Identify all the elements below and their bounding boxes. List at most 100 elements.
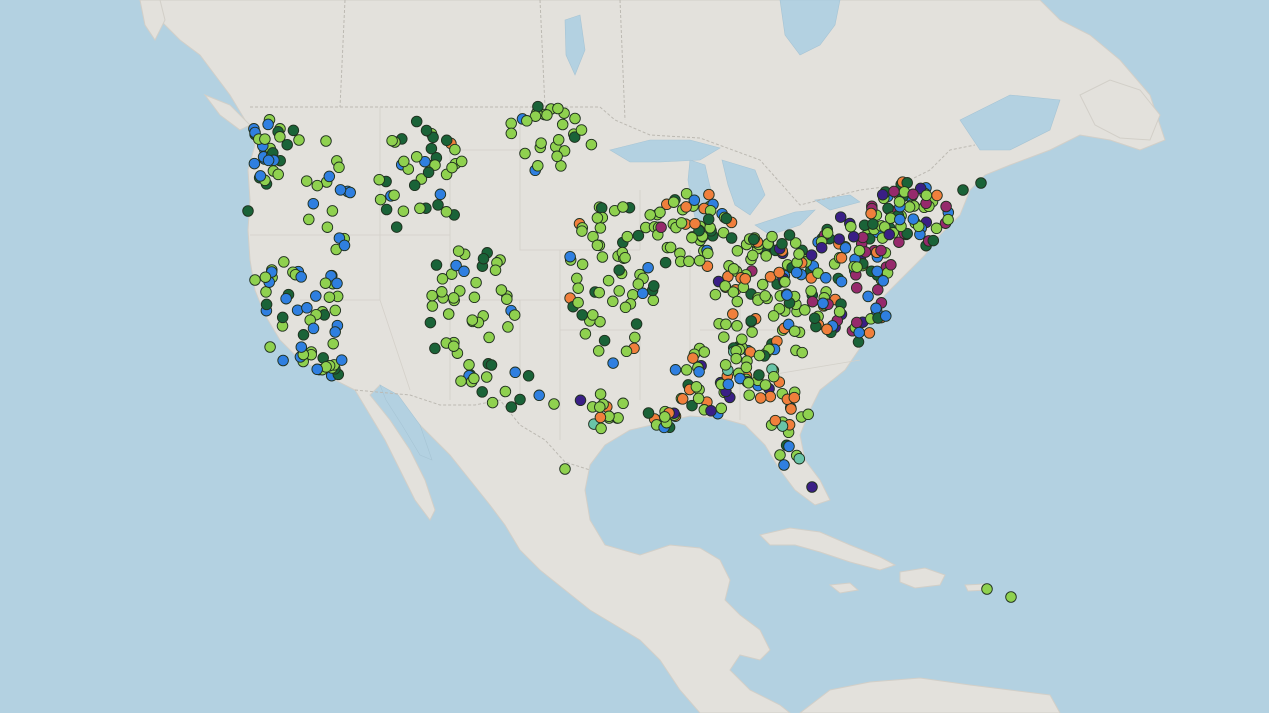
map-marker-lime[interactable] — [683, 255, 695, 268]
map-marker-orange[interactable] — [773, 266, 785, 279]
map-marker-blue[interactable] — [835, 275, 848, 288]
map-marker-forest[interactable] — [867, 218, 879, 230]
map-marker-blue[interactable] — [344, 186, 356, 199]
map-marker-lime[interactable] — [502, 321, 514, 333]
map-marker-orange[interactable] — [788, 391, 801, 404]
map-marker-forest[interactable] — [485, 359, 498, 371]
map-marker-forest[interactable] — [410, 115, 423, 128]
map-marker-lime[interactable] — [647, 294, 660, 307]
map-marker-lime[interactable] — [592, 345, 605, 357]
map-marker-lime[interactable] — [447, 292, 460, 304]
map-marker-blue[interactable] — [307, 322, 320, 335]
map-marker-blue[interactable] — [778, 459, 790, 471]
map-marker-forest[interactable] — [630, 318, 643, 330]
map-marker-lime[interactable] — [789, 237, 802, 249]
map-marker-forest[interactable] — [425, 142, 438, 155]
map-marker-lime[interactable] — [779, 276, 791, 288]
map-marker-indigo[interactable] — [847, 230, 860, 243]
map-marker-forest[interactable] — [720, 212, 733, 225]
map-marker-teal[interactable] — [793, 452, 806, 465]
map-marker-lime[interactable] — [742, 377, 755, 389]
map-marker-lime[interactable] — [329, 304, 342, 317]
map-marker-lime[interactable] — [591, 212, 604, 224]
map-marker-lime[interactable] — [303, 213, 315, 226]
map-marker-orange[interactable] — [687, 352, 699, 364]
map-marker-lime[interactable] — [587, 309, 599, 321]
map-marker-lime[interactable] — [455, 155, 468, 168]
map-marker-lime[interactable] — [300, 175, 313, 187]
map-marker-lime[interactable] — [731, 295, 744, 308]
map-marker-lime[interactable] — [620, 345, 633, 358]
map-marker-indigo[interactable] — [805, 249, 818, 261]
map-marker-lime[interactable] — [455, 375, 467, 387]
map-marker-lime[interactable] — [805, 285, 817, 297]
map-marker-forest[interactable] — [532, 100, 544, 113]
map-marker-forest[interactable] — [702, 213, 715, 226]
map-marker-lime[interactable] — [264, 341, 276, 353]
map-marker-orange[interactable] — [689, 217, 701, 230]
map-marker-lime[interactable] — [449, 143, 461, 156]
map-marker-lime[interactable] — [644, 209, 656, 221]
map-marker-lime[interactable] — [535, 137, 547, 149]
map-marker-lime[interactable] — [320, 135, 332, 147]
map-marker-lime[interactable] — [719, 359, 732, 371]
map-marker-lime[interactable] — [851, 261, 863, 273]
map-marker-lime[interactable] — [591, 239, 604, 252]
map-marker-lime[interactable] — [686, 231, 698, 244]
map-marker-magenta[interactable] — [806, 295, 819, 308]
map-marker-lime[interactable] — [833, 305, 846, 318]
map-marker-lime[interactable] — [680, 364, 693, 376]
map-marker-lime[interactable] — [436, 273, 449, 285]
map-marker-blue[interactable] — [311, 363, 323, 376]
map-marker-blue[interactable] — [307, 197, 320, 210]
map-marker-forest[interactable] — [276, 311, 289, 324]
map-marker-lime[interactable] — [259, 133, 271, 145]
map-marker-blue[interactable] — [509, 366, 521, 379]
map-marker-lime[interactable] — [607, 295, 619, 308]
map-marker-forest[interactable] — [975, 177, 987, 189]
map-marker-lime[interactable] — [470, 276, 482, 289]
map-marker-lime[interactable] — [596, 251, 609, 263]
map-marker-lime[interactable] — [659, 411, 671, 423]
map-marker-lime[interactable] — [519, 147, 531, 160]
map-marker-lime[interactable] — [693, 254, 706, 267]
map-marker-lime[interactable] — [736, 333, 748, 345]
map-marker-lime[interactable] — [759, 379, 772, 391]
map-marker-lime[interactable] — [788, 325, 801, 337]
map-marker-lime[interactable] — [576, 225, 588, 237]
map-marker-indigo[interactable] — [806, 481, 818, 493]
map-marker-indigo[interactable] — [883, 228, 896, 241]
map-marker-lime[interactable] — [720, 318, 732, 331]
map-marker-forest[interactable] — [659, 256, 672, 269]
map-marker-lime[interactable] — [374, 193, 387, 206]
map-marker-lime[interactable] — [260, 286, 272, 298]
map-marker-lime[interactable] — [731, 245, 744, 257]
map-marker-orange[interactable] — [701, 260, 714, 272]
map-marker-lime[interactable] — [619, 251, 631, 264]
map-marker-lime[interactable] — [398, 155, 410, 168]
map-marker-blue[interactable] — [564, 250, 576, 263]
map-marker-lime[interactable] — [719, 280, 731, 292]
map-marker-forest[interactable] — [901, 227, 913, 240]
map-marker-lime[interactable] — [619, 301, 632, 314]
map-marker-lime[interactable] — [802, 408, 814, 421]
map-marker-blue[interactable] — [870, 302, 882, 315]
map-marker-orange[interactable] — [680, 201, 692, 213]
map-marker-lime[interactable] — [632, 278, 645, 290]
map-marker-blue[interactable] — [607, 357, 619, 369]
map-marker-forest[interactable] — [957, 184, 969, 196]
map-marker-orange[interactable] — [703, 188, 715, 201]
map-marker-blue[interactable] — [262, 118, 274, 131]
map-marker-orange[interactable] — [739, 273, 751, 285]
map-marker-forest[interactable] — [287, 124, 300, 137]
map-marker-lime[interactable] — [766, 230, 778, 243]
map-marker-lime[interactable] — [508, 309, 521, 321]
map-marker-lime[interactable] — [746, 249, 759, 262]
map-marker-lime[interactable] — [579, 328, 592, 340]
map-marker-forest[interactable] — [648, 280, 660, 292]
map-marker-forest[interactable] — [430, 259, 443, 271]
map-marker-lime[interactable] — [698, 346, 711, 358]
map-marker-forest[interactable] — [747, 233, 760, 246]
map-marker-orange[interactable] — [676, 393, 689, 405]
map-marker-indigo[interactable] — [705, 405, 717, 417]
